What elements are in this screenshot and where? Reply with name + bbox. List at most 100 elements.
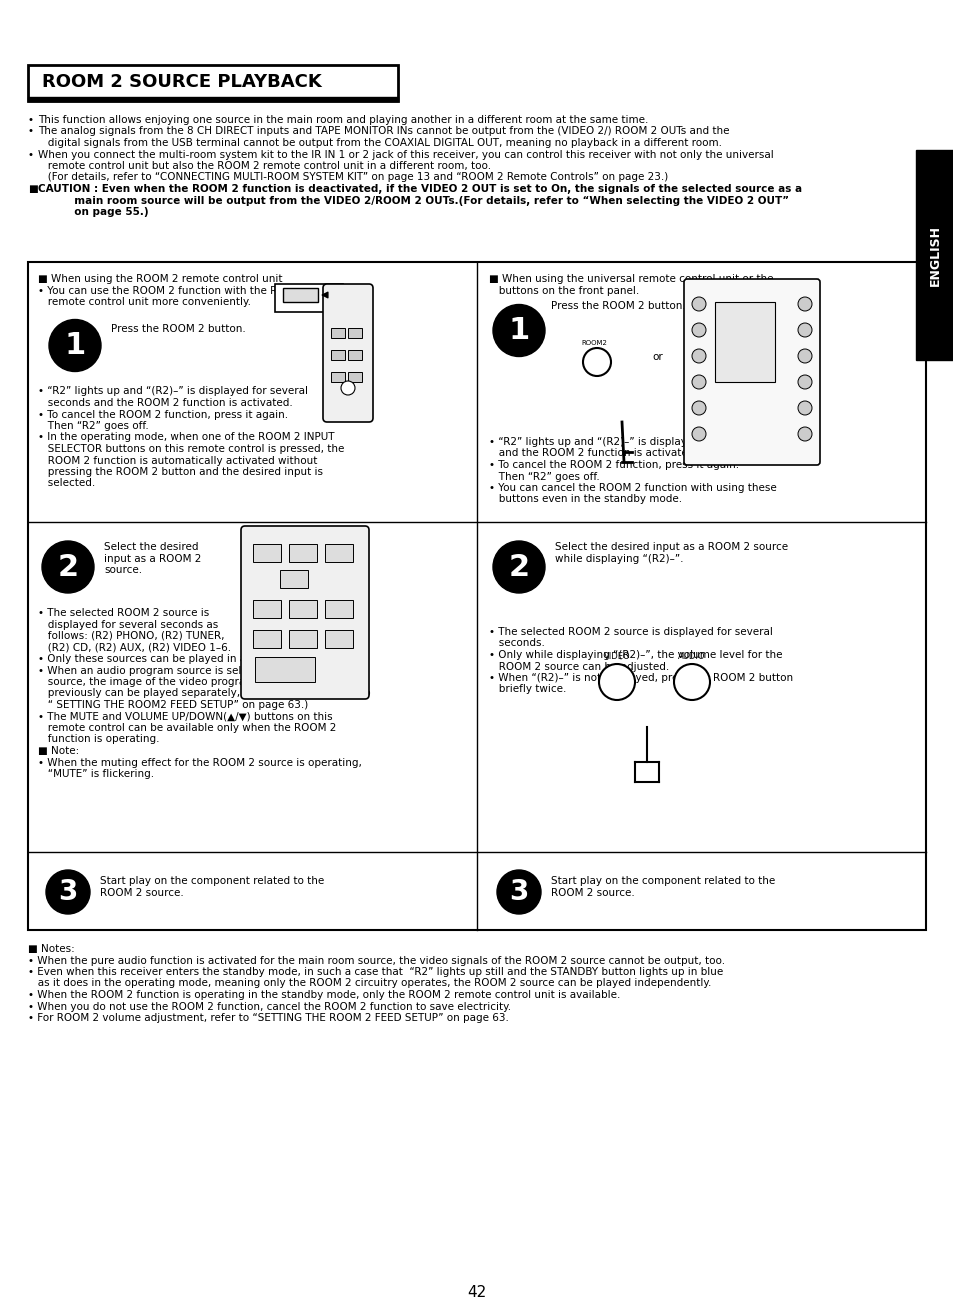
Text: • “R2” lights up and “(R2)–” is displayed for several: • “R2” lights up and “(R2)–” is displaye… — [38, 387, 308, 396]
Text: • When an audio program source is selected, as a ROOM 2: • When an audio program source is select… — [38, 665, 344, 676]
Text: • To cancel the ROOM 2 function, press it again.: • To cancel the ROOM 2 function, press i… — [38, 409, 288, 420]
Text: Start play on the component related to the: Start play on the component related to t… — [100, 876, 324, 886]
Circle shape — [673, 664, 709, 701]
Circle shape — [582, 348, 610, 376]
Text: 2: 2 — [508, 553, 529, 582]
Text: main room source will be output from the VIDEO 2/ROOM 2 OUTs.(For details, refer: main room source will be output from the… — [38, 196, 788, 205]
Text: input as a ROOM 2: input as a ROOM 2 — [104, 553, 201, 563]
Text: •: • — [28, 149, 34, 159]
Bar — [253, 600, 281, 618]
Bar — [274, 284, 343, 312]
Text: Start play on the component related to the: Start play on the component related to t… — [551, 876, 775, 886]
Circle shape — [691, 375, 705, 389]
Text: TUNER: TUNER — [331, 538, 347, 544]
Text: SELECTOR buttons on this remote control is pressed, the: SELECTOR buttons on this remote control … — [38, 444, 344, 454]
Text: • When you do not use the ROOM 2 function, cancel the ROOM 2 function to save el: • When you do not use the ROOM 2 functio… — [28, 1001, 511, 1012]
Text: • The MUTE and VOLUME UP/DOWN(▲/▼) buttons on this: • The MUTE and VOLUME UP/DOWN(▲/▼) butto… — [38, 711, 333, 721]
Circle shape — [691, 349, 705, 363]
Circle shape — [797, 401, 811, 416]
Text: Press the ROOM 2 button.: Press the ROOM 2 button. — [551, 301, 685, 311]
Text: PHONO: PHONO — [258, 538, 275, 544]
Text: Select the desired input as a ROOM 2 source: Select the desired input as a ROOM 2 sou… — [555, 542, 787, 552]
FancyBboxPatch shape — [683, 278, 820, 465]
Circle shape — [598, 664, 635, 701]
Text: When you connect the multi-room system kit to the IR IN 1 or 2 jack of this rece: When you connect the multi-room system k… — [38, 149, 773, 159]
Text: 1: 1 — [64, 331, 86, 359]
Text: — — —: — — — — [717, 340, 739, 345]
Circle shape — [691, 427, 705, 440]
Text: while displaying “(R2)–”.: while displaying “(R2)–”. — [555, 553, 682, 563]
Bar — [289, 630, 316, 648]
Text: ■: ■ — [28, 184, 38, 193]
Text: • When the pure audio function is activated for the main room source, the video : • When the pure audio function is activa… — [28, 955, 724, 966]
Text: AUX: AUX — [289, 566, 299, 571]
Text: Select the desired: Select the desired — [104, 542, 198, 552]
Text: Then “R2” goes off.: Then “R2” goes off. — [38, 421, 149, 431]
Text: • “R2” lights up and “(R2)–” is displayed for several seconds: • “R2” lights up and “(R2)–” is displaye… — [489, 437, 804, 447]
Text: • In the operating mode, when one of the ROOM 2 INPUT: • In the operating mode, when one of the… — [38, 433, 335, 443]
Text: VIDEO: VIDEO — [292, 674, 308, 680]
Text: • For ROOM 2 volume adjustment, refer to “SETTING THE ROOM 2 FEED SETUP” on page: • For ROOM 2 volume adjustment, refer to… — [28, 1013, 508, 1023]
Text: displayed for several seconds as: displayed for several seconds as — [38, 620, 218, 630]
Circle shape — [340, 382, 355, 395]
Circle shape — [797, 323, 811, 337]
Text: — — —: — — — — [717, 369, 739, 372]
Text: • You can cancel the ROOM 2 function with using these: • You can cancel the ROOM 2 function wit… — [489, 484, 776, 493]
Text: function is operating.: function is operating. — [38, 735, 159, 745]
Text: seconds and the ROOM 2 function is activated.: seconds and the ROOM 2 function is activ… — [38, 399, 293, 408]
Text: briefly twice.: briefly twice. — [489, 685, 566, 694]
Text: • When the muting effect for the ROOM 2 source is operating,: • When the muting effect for the ROOM 2 … — [38, 758, 361, 767]
Text: • You can use the ROOM 2 function with the ROOM 2: • You can use the ROOM 2 function with t… — [38, 285, 313, 295]
Text: • The selected ROOM 2 source is: • The selected ROOM 2 source is — [38, 608, 209, 618]
Text: ROOM 2 function is automatically activated without: ROOM 2 function is automatically activat… — [38, 456, 317, 465]
Text: ROOM 2 SOURCE PLAYBACK: ROOM 2 SOURCE PLAYBACK — [42, 73, 321, 91]
Text: source, the image of the video program source selected: source, the image of the video program s… — [38, 677, 340, 687]
Bar — [289, 600, 316, 618]
Text: •: • — [28, 115, 34, 125]
Text: Press the ROOM 2 button.: Press the ROOM 2 button. — [111, 324, 246, 335]
Text: This function allows enjoying one source in the main room and playing another in: This function allows enjoying one source… — [38, 115, 648, 125]
Text: ■ When using the universal remote control unit or the: ■ When using the universal remote contro… — [489, 274, 773, 284]
Text: ■ Notes:: ■ Notes: — [28, 944, 74, 954]
Text: ■ Note:: ■ Note: — [38, 746, 79, 755]
Text: “MUTE” is flickering.: “MUTE” is flickering. — [38, 769, 154, 779]
Text: • To cancel the ROOM 2 function, press it again.: • To cancel the ROOM 2 function, press i… — [489, 460, 739, 471]
Circle shape — [42, 541, 94, 593]
Text: — — —: — — — — [717, 354, 739, 359]
Bar — [331, 372, 345, 382]
Text: 42: 42 — [467, 1285, 486, 1300]
Text: pressing the ROOM 2 button and the desired input is: pressing the ROOM 2 button and the desir… — [38, 467, 323, 477]
Text: ROOM 2 source.: ROOM 2 source. — [551, 887, 634, 898]
Circle shape — [691, 401, 705, 416]
Text: The analog signals from the 8 CH DIRECT inputs and TAPE MONITOR INs cannot be ou: The analog signals from the 8 CH DIRECT … — [38, 127, 729, 136]
Circle shape — [46, 870, 90, 914]
Text: “ SETTING THE ROOM2 FEED SETUP” on page 63.): “ SETTING THE ROOM2 FEED SETUP” on page … — [38, 701, 308, 710]
Circle shape — [493, 541, 544, 593]
Text: and the ROOM 2 function is activated.: and the ROOM 2 function is activated. — [489, 448, 697, 459]
Text: Then “R2” goes off.: Then “R2” goes off. — [489, 472, 599, 481]
Text: as it does in the operating mode, meaning only the ROOM 2 circuitry operates, th: as it does in the operating mode, meanin… — [28, 979, 711, 988]
Bar — [325, 630, 353, 648]
Text: or: or — [651, 352, 662, 362]
Circle shape — [797, 297, 811, 311]
Bar — [348, 328, 361, 339]
Bar — [348, 372, 361, 382]
Circle shape — [493, 305, 544, 357]
Text: buttons even in the standby mode.: buttons even in the standby mode. — [489, 494, 681, 505]
Text: • When the ROOM 2 function is operating in the standby mode, only the ROOM 2 rem: • When the ROOM 2 function is operating … — [28, 989, 619, 1000]
Circle shape — [797, 349, 811, 363]
Text: • Only while displaying “(R2)–”, the volume level for the: • Only while displaying “(R2)–”, the vol… — [489, 650, 781, 660]
Text: ■ When using the ROOM 2 remote control unit: ■ When using the ROOM 2 remote control u… — [38, 274, 282, 284]
Bar — [28, 97, 397, 101]
Text: 3: 3 — [509, 878, 528, 906]
Text: CAUTION : Even when the ROOM 2 function is deactivated, if the VIDEO 2 OUT is se: CAUTION : Even when the ROOM 2 function … — [38, 184, 801, 193]
Bar — [915, 150, 953, 359]
Circle shape — [49, 319, 101, 371]
Text: •: • — [28, 127, 34, 136]
Text: • The selected ROOM 2 source is displayed for several: • The selected ROOM 2 source is displaye… — [489, 627, 772, 637]
Text: AUDIO: AUDIO — [678, 652, 705, 661]
Text: • Only these sources can be played in another room.: • Only these sources can be played in an… — [38, 654, 314, 664]
Text: remote control can be available only when the ROOM 2: remote control can be available only whe… — [38, 723, 336, 733]
Bar — [348, 350, 361, 359]
Text: AUDIO: AUDIO — [332, 572, 348, 576]
